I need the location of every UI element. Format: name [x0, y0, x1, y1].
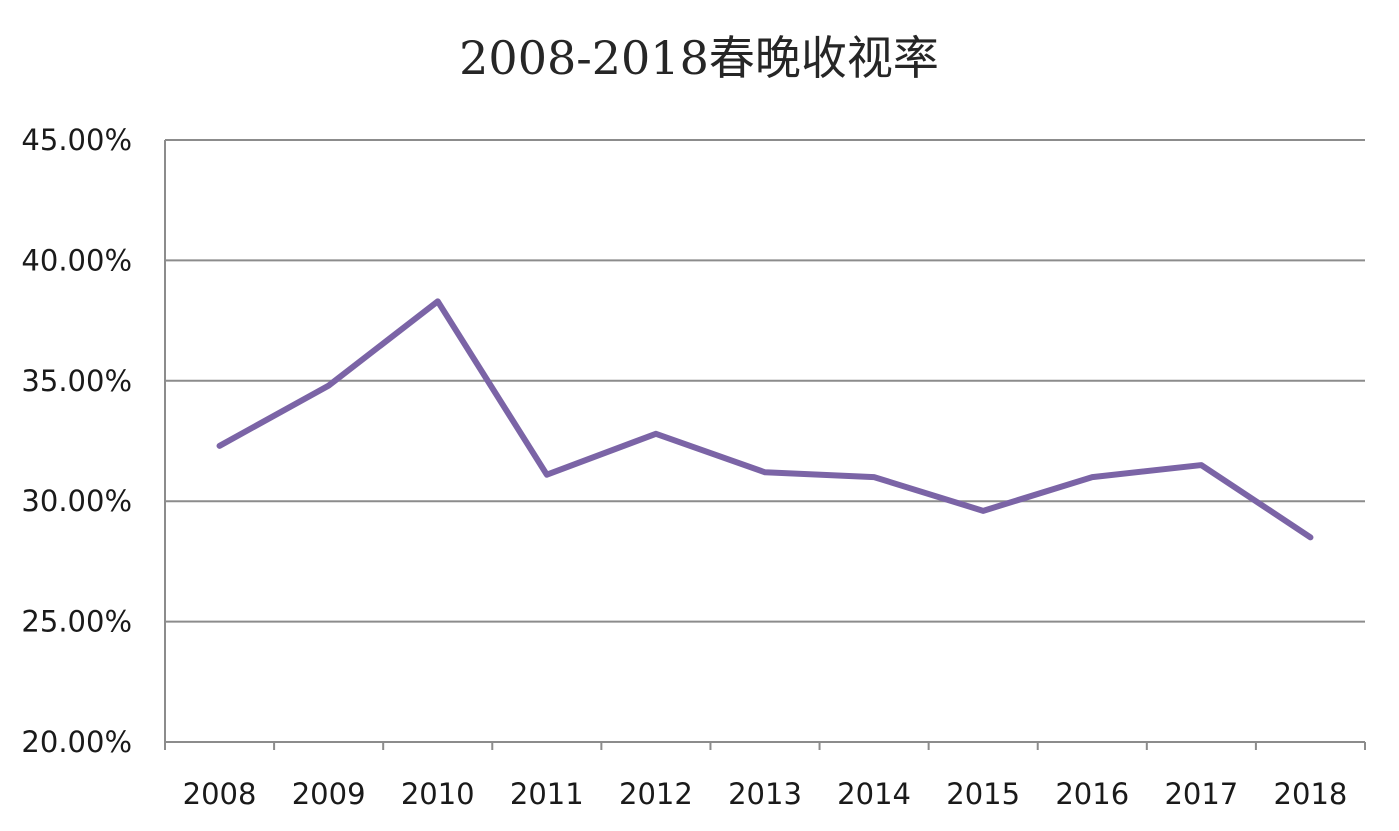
- x-tick-label: 2017: [1164, 777, 1238, 811]
- chart-title: 2008-2018春晚收视率: [459, 31, 939, 85]
- x-axis-tick-labels: 2008 2009 2010 2011 2012 2013 2014 2015 2016 2017…: [183, 777, 1348, 811]
- y-axis-tick-labels: 20.00% 25.00% 30.00% 35.00% 40.00% 45.00%: [21, 123, 132, 759]
- y-tick-label: 40.00%: [21, 243, 132, 277]
- y-tick-label: 35.00%: [21, 364, 132, 398]
- y-tick-label: 30.00%: [21, 484, 132, 518]
- x-tick-label: 2011: [510, 777, 584, 811]
- y-tick-label: 20.00%: [21, 725, 132, 759]
- x-tick-label: 2015: [946, 777, 1020, 811]
- x-tick-label: 2014: [837, 777, 911, 811]
- x-tick-label: 2009: [292, 777, 366, 811]
- grid-lines: [165, 139, 1365, 623]
- series-layer: [216, 298, 1314, 541]
- x-tick-label: 2016: [1055, 777, 1129, 811]
- x-tick-label: 2008: [183, 777, 257, 811]
- y-tick-label: 45.00%: [21, 123, 132, 157]
- series-line: [216, 298, 1314, 541]
- x-tick-label: 2012: [619, 777, 693, 811]
- x-tick-label: 2013: [728, 777, 802, 811]
- axes: [164, 140, 1366, 750]
- x-tick-label: 2010: [401, 777, 475, 811]
- y-tick-label: 25.00%: [21, 605, 132, 639]
- x-tick-label: 2018: [1274, 777, 1348, 811]
